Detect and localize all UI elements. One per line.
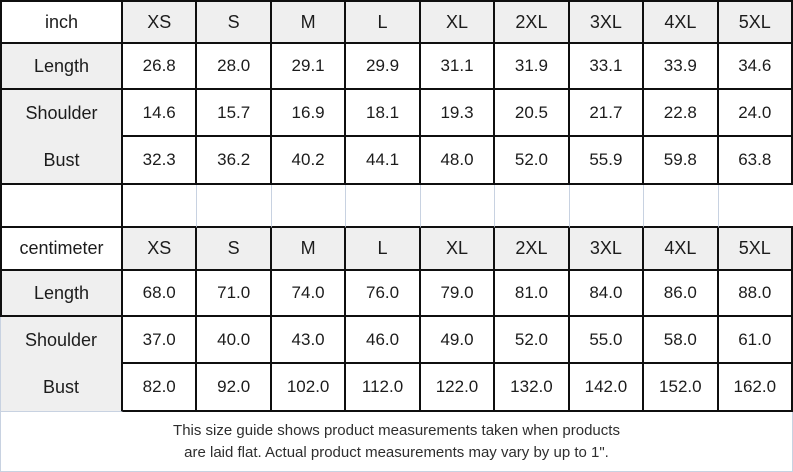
value-cell: 24.0 <box>718 90 793 137</box>
size-header-cell: S <box>197 0 272 44</box>
value-cell: 40.0 <box>197 317 272 364</box>
size-header-cell: 5XL <box>718 0 793 44</box>
value-cell: 46.0 <box>346 317 421 364</box>
value-cell: 26.8 <box>123 44 198 90</box>
value-cell: 59.8 <box>644 137 719 185</box>
value-cell: 19.3 <box>420 90 496 137</box>
note-line-1: This size guide shows product measuremen… <box>173 422 620 439</box>
row-label-cell: Length <box>0 271 123 317</box>
value-cell: 58.0 <box>644 317 719 364</box>
value-cell: 29.1 <box>271 44 347 90</box>
size-header-cell: 4XL <box>644 0 719 44</box>
value-cell: 81.0 <box>495 271 570 317</box>
value-cell: 33.1 <box>569 44 645 90</box>
value-cell: 52.0 <box>495 317 570 364</box>
size-header-cell: XS <box>123 0 198 44</box>
size-header-cell: S <box>197 228 272 271</box>
value-cell: 74.0 <box>271 271 347 317</box>
value-cell: 36.2 <box>197 137 272 185</box>
value-cell: 61.0 <box>718 317 793 364</box>
value-cell: 71.0 <box>197 271 272 317</box>
size-header-cell: M <box>271 0 347 44</box>
size-guide-grid: inch XS S M L XL 2XL 3XL 4XL 5XL Length … <box>0 0 793 412</box>
value-cell: 21.7 <box>569 90 645 137</box>
value-cell: 55.9 <box>569 137 645 185</box>
value-cell: 88.0 <box>718 271 793 317</box>
spacer-cell <box>420 185 496 228</box>
value-cell: 31.1 <box>420 44 496 90</box>
value-cell: 33.9 <box>644 44 719 90</box>
spacer-cell <box>644 185 719 228</box>
value-cell: 84.0 <box>569 271 645 317</box>
size-header-cell: 2XL <box>495 228 570 271</box>
row-label-cell: Bust <box>0 364 123 412</box>
value-cell: 102.0 <box>271 364 347 412</box>
size-header-cell: L <box>346 228 421 271</box>
spacer-cell <box>271 185 347 228</box>
row-label-cell: Shoulder <box>0 317 123 364</box>
row-label-cell: Shoulder <box>0 90 123 137</box>
value-cell: 162.0 <box>718 364 793 412</box>
value-cell: 122.0 <box>420 364 496 412</box>
note-line-2: are laid flat. Actual product measuremen… <box>184 444 609 461</box>
value-cell: 142.0 <box>569 364 645 412</box>
value-cell: 32.3 <box>123 137 198 185</box>
unit-header-cell: inch <box>0 0 123 44</box>
value-cell: 16.9 <box>271 90 347 137</box>
value-cell: 15.7 <box>197 90 272 137</box>
size-guide-note: This size guide shows product measuremen… <box>0 412 793 472</box>
size-header-cell: XL <box>420 228 496 271</box>
value-cell: 86.0 <box>644 271 719 317</box>
value-cell: 40.2 <box>271 137 347 185</box>
value-cell: 92.0 <box>197 364 272 412</box>
value-cell: 14.6 <box>123 90 198 137</box>
value-cell: 82.0 <box>123 364 198 412</box>
size-header-cell: XS <box>123 228 198 271</box>
value-cell: 49.0 <box>420 317 496 364</box>
size-header-cell: XL <box>420 0 496 44</box>
spacer-cell <box>123 185 198 228</box>
value-cell: 44.1 <box>346 137 421 185</box>
value-cell: 132.0 <box>495 364 570 412</box>
value-cell: 152.0 <box>644 364 719 412</box>
spacer-cell <box>718 185 793 228</box>
size-header-cell: M <box>271 228 347 271</box>
size-header-cell: 2XL <box>495 0 570 44</box>
value-cell: 29.9 <box>346 44 421 90</box>
value-cell: 79.0 <box>420 271 496 317</box>
value-cell: 43.0 <box>271 317 347 364</box>
size-header-cell: 4XL <box>644 228 719 271</box>
spacer-cell <box>346 185 421 228</box>
value-cell: 48.0 <box>420 137 496 185</box>
value-cell: 68.0 <box>123 271 198 317</box>
size-header-cell: 5XL <box>718 228 793 271</box>
value-cell: 55.0 <box>569 317 645 364</box>
value-cell: 63.8 <box>718 137 793 185</box>
value-cell: 37.0 <box>123 317 198 364</box>
size-header-cell: L <box>346 0 421 44</box>
value-cell: 18.1 <box>346 90 421 137</box>
size-header-cell: 3XL <box>569 0 645 44</box>
value-cell: 20.5 <box>495 90 570 137</box>
spacer-cell <box>495 185 570 228</box>
row-label-cell: Bust <box>0 137 123 185</box>
value-cell: 31.9 <box>495 44 570 90</box>
value-cell: 34.6 <box>718 44 793 90</box>
spacer-cell <box>0 185 123 228</box>
value-cell: 76.0 <box>346 271 421 317</box>
value-cell: 22.8 <box>644 90 719 137</box>
unit-header-cell: centimeter <box>0 228 123 271</box>
spacer-cell <box>197 185 272 228</box>
row-label-cell: Length <box>0 44 123 90</box>
value-cell: 28.0 <box>197 44 272 90</box>
spacer-cell <box>569 185 645 228</box>
value-cell: 112.0 <box>346 364 421 412</box>
value-cell: 52.0 <box>495 137 570 185</box>
size-header-cell: 3XL <box>569 228 645 271</box>
